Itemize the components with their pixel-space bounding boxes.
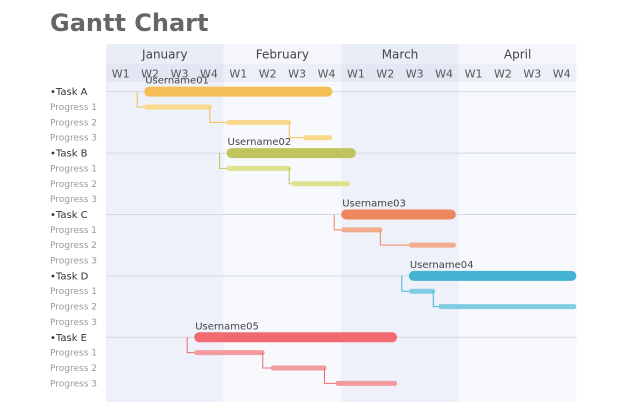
week-header-band: [223, 64, 342, 82]
week-label: W4: [318, 68, 336, 81]
task-username: Username05: [195, 321, 259, 332]
week-label: W3: [523, 68, 541, 81]
week-label: W2: [141, 68, 159, 81]
progress-label: Progress 1: [50, 103, 97, 113]
week-label: W1: [229, 68, 247, 81]
week-label: W4: [553, 68, 571, 81]
week-label: W2: [494, 68, 512, 81]
progress-connector: [219, 153, 227, 169]
progress-label: Progress 2: [50, 241, 97, 251]
progress-connector: [288, 122, 303, 139]
task-bar: [194, 332, 398, 343]
week-label: W4: [435, 68, 453, 81]
progress-bar: [226, 119, 292, 125]
week-label: W3: [406, 68, 424, 81]
progress-label: Progress 2: [50, 303, 97, 313]
progress-label: Progress 3: [50, 318, 97, 328]
progress-label: Progress 1: [50, 226, 97, 236]
month-label: March: [382, 48, 419, 62]
task-bar: [341, 209, 456, 220]
progress-label: Progress 1: [50, 164, 97, 174]
week-label: W1: [112, 68, 130, 81]
task-label: •Task A: [50, 87, 88, 98]
progress-bar: [291, 181, 351, 187]
progress-connector: [379, 229, 409, 246]
chart-title: Gantt Chart: [50, 9, 209, 37]
week-label: W2: [259, 68, 277, 81]
task-username: Username03: [342, 198, 406, 209]
progress-label: Progress 3: [50, 257, 97, 267]
week-label: W1: [465, 68, 483, 81]
progress-connector: [186, 337, 195, 354]
month-label: January: [141, 48, 188, 62]
progress-label: Progress 3: [50, 379, 97, 389]
week-label: W2: [376, 68, 394, 81]
task-bar: [226, 148, 356, 159]
progress-connector: [333, 214, 342, 231]
progress-bar: [408, 288, 436, 294]
month-header-cell: [223, 44, 342, 64]
progress-connector: [209, 107, 227, 123]
month-header-cell: [106, 44, 224, 64]
task-label: •Task D: [50, 271, 89, 282]
progress-label: Progress 3: [50, 134, 97, 144]
progress-bar: [144, 104, 212, 110]
task-username: Username02: [228, 137, 292, 148]
progress-bar: [408, 242, 456, 248]
progress-label: Progress 2: [50, 180, 97, 190]
month-label: April: [504, 48, 531, 62]
task-bar: [408, 270, 577, 281]
progress-label: Progress 2: [50, 364, 97, 374]
week-label: W4: [200, 68, 218, 81]
progress-connector: [401, 275, 409, 292]
progress-label: Progress 1: [50, 349, 97, 359]
week-header-band: [341, 64, 459, 82]
month-header-cell: [341, 44, 459, 64]
task-label: •Task E: [50, 333, 87, 344]
month-label: February: [256, 48, 309, 62]
progress-bar: [335, 380, 398, 386]
week-label: W1: [347, 68, 365, 81]
progress-connector: [288, 168, 292, 185]
week-label: W3: [288, 68, 306, 81]
progress-label: Progress 3: [50, 195, 97, 205]
month-column: [458, 82, 577, 402]
progress-connector: [136, 91, 145, 108]
progress-bar: [341, 227, 383, 233]
progress-label: Progress 2: [50, 118, 97, 128]
progress-bar: [438, 304, 577, 310]
week-label: W3: [171, 68, 189, 81]
task-bar: [144, 86, 333, 97]
progress-connector: [324, 367, 336, 384]
task-username: Username04: [410, 260, 474, 271]
progress-bar: [302, 135, 333, 141]
task-username: Username01: [145, 76, 209, 87]
month-header-cell: [458, 44, 577, 64]
task-label: •Task B: [50, 149, 88, 160]
progress-bar: [226, 165, 292, 171]
progress-bar: [194, 350, 265, 356]
progress-label: Progress 1: [50, 287, 97, 297]
progress-connector: [262, 352, 271, 369]
week-header-band: [458, 64, 577, 82]
progress-connector: [432, 291, 439, 308]
month-column: [106, 82, 224, 402]
progress-bar: [270, 365, 327, 371]
week-header-band: [106, 64, 224, 82]
month-column: [341, 82, 459, 402]
task-label: •Task C: [50, 210, 88, 221]
